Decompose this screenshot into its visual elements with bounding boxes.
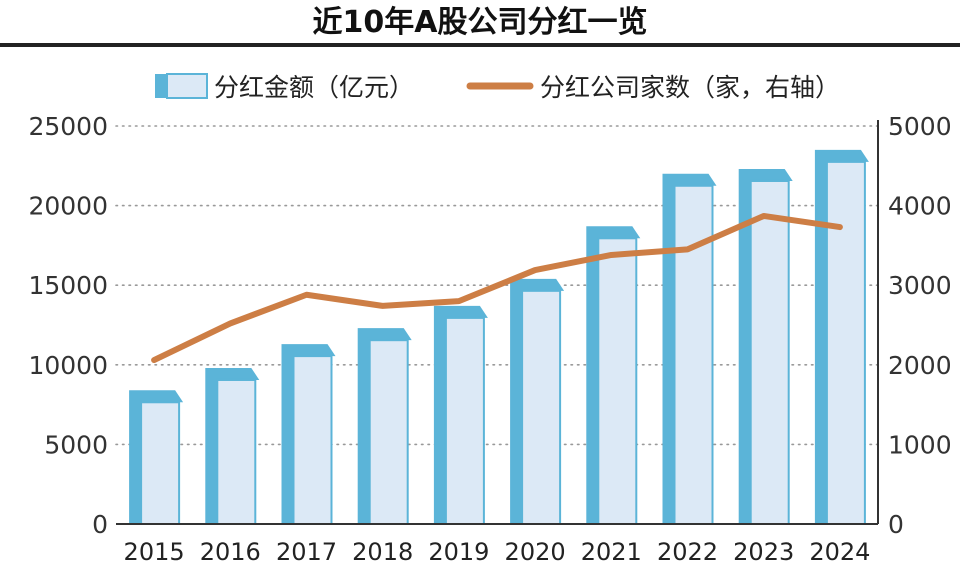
- bar-side-face: [738, 168, 793, 524]
- bar-front-face: [673, 184, 714, 525]
- bar-front-face: [749, 179, 790, 525]
- legend-bar-swatch: [155, 73, 208, 99]
- legend-label-line: 分红公司家数（家，右轴）: [540, 73, 840, 102]
- x-tick-label: 2022: [657, 538, 718, 566]
- bar: [205, 367, 260, 526]
- bar: [357, 328, 412, 525]
- x-tick-label: 2021: [581, 538, 642, 566]
- bar-side-face: [433, 305, 488, 524]
- bar-front-face: [140, 401, 181, 525]
- bar: [738, 168, 793, 525]
- left-tick-label: 0: [92, 510, 108, 539]
- left-tick-label: 25000: [28, 112, 108, 141]
- bar-front-face: [444, 316, 485, 525]
- right-tick-label: 3000: [888, 271, 952, 300]
- bar-front-face: [597, 237, 638, 526]
- right-tick-label: 0: [888, 510, 904, 539]
- bar-side-face: [129, 390, 184, 524]
- right-tick-label: 5000: [888, 112, 952, 141]
- legend-label-bar: 分红金额（亿元）: [214, 73, 414, 102]
- legend: 分红金额（亿元） 分红公司家数（家，右轴）: [155, 73, 840, 102]
- left-tick-label: 15000: [28, 271, 108, 300]
- x-tick-label: 2023: [733, 538, 794, 566]
- line-series: [151, 212, 843, 364]
- right-tick-label: 2000: [888, 351, 952, 380]
- bar-front-face: [216, 378, 257, 526]
- bar: [510, 278, 565, 525]
- left-tick-label: 20000: [28, 192, 108, 221]
- right-tick-label: 4000: [888, 192, 952, 221]
- bar-side-face: [510, 278, 565, 524]
- bar-side-face: [814, 149, 869, 524]
- bar: [662, 173, 717, 525]
- x-tick-label: 2018: [352, 538, 413, 566]
- bar: [814, 149, 869, 525]
- x-tick-label: 2020: [505, 538, 566, 566]
- right-tick-label: 1000: [888, 430, 952, 459]
- left-tick-label: 5000: [44, 430, 108, 459]
- bar-front-face: [292, 355, 333, 525]
- left-axis-ticks: 0 5000 10000 15000 20000 25000: [28, 112, 108, 539]
- right-axis-ticks: 0 1000 2000 3000 4000 5000: [888, 112, 952, 539]
- bar-side-face: [205, 367, 260, 524]
- bar-front-face: [825, 160, 866, 525]
- bar: [586, 226, 641, 526]
- x-tick-label: 2015: [124, 538, 185, 566]
- bar-side-face: [281, 344, 336, 524]
- chart-title: 近10年A股公司分红一览: [313, 5, 648, 40]
- x-tick-label: 2016: [200, 538, 261, 566]
- line-path: [151, 212, 843, 364]
- x-tick-label: 2019: [428, 538, 489, 566]
- x-tick-label: 2024: [809, 538, 870, 566]
- bar-side-face: [662, 173, 717, 524]
- bar: [281, 344, 336, 525]
- bar-series: [129, 149, 869, 526]
- left-tick-label: 10000: [28, 351, 108, 380]
- x-tick-label: 2017: [276, 538, 337, 566]
- bar-front-face: [521, 289, 562, 525]
- title-rule: [0, 43, 960, 47]
- bar-side-face: [357, 328, 412, 524]
- bar: [129, 390, 184, 525]
- bar: [433, 305, 488, 525]
- x-axis-ticks: 2015 2016 2017 2018 2019 2020 2021 2022 2023 2024: [124, 538, 871, 566]
- bar-front-face: [368, 339, 409, 525]
